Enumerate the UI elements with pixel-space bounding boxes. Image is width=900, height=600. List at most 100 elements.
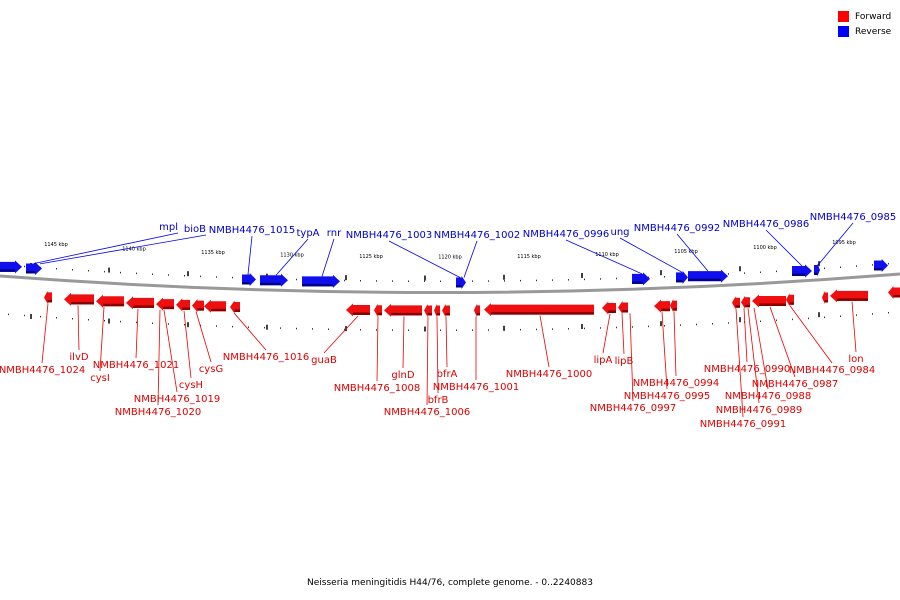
gene-label-forward[interactable]: NMBH4476_0991: [700, 419, 786, 430]
scale-minor-tick: [504, 280, 505, 282]
gene-label-forward[interactable]: NMBH4476_0989: [716, 405, 802, 416]
legend-forward-label: Forward: [855, 11, 892, 22]
gene-label-forward[interactable]: NMBH4476_0984: [789, 365, 875, 376]
gene-label-reverse[interactable]: typA: [296, 228, 319, 239]
gene-label-forward[interactable]: glnD: [391, 370, 414, 381]
gene-arrow[interactable]: [456, 275, 466, 289]
scale-minor-tick: [728, 273, 729, 275]
scale-minor-tick: [824, 267, 825, 270]
gene-arrow[interactable]: [346, 303, 370, 317]
gene-label-forward[interactable]: lipA: [594, 355, 613, 366]
gene-arrow[interactable]: [670, 299, 677, 313]
gene-arrow[interactable]: [688, 269, 728, 283]
gene-label-forward[interactable]: NMBH4476_1016: [223, 352, 309, 363]
gene-label-forward[interactable]: NMBH4476_1019: [134, 394, 220, 405]
gene-arrow[interactable]: [792, 264, 812, 278]
scale-minor-tick: [552, 279, 553, 281]
gene-arrow[interactable]: [732, 296, 740, 310]
gene-arrow[interactable]: [192, 299, 204, 313]
gene-arrow[interactable]: [442, 304, 450, 318]
gene-arrow[interactable]: [474, 303, 480, 317]
gene-leader-line: [388, 240, 461, 278]
gene-arrow[interactable]: [874, 258, 888, 272]
gene-leader-line: [247, 235, 253, 275]
gene-arrow[interactable]: [888, 285, 900, 299]
gene-arrow[interactable]: [632, 272, 650, 286]
gene-arrow[interactable]: [786, 293, 794, 307]
gene-label-forward[interactable]: guaB: [311, 355, 337, 366]
gene-label-reverse[interactable]: NMBH4476_1003: [346, 230, 432, 241]
scale-minor-tick: [168, 323, 169, 325]
gene-label-forward[interactable]: NMBH4476_0987: [752, 379, 838, 390]
gene-label-reverse[interactable]: NMBH4476_0986: [723, 219, 809, 230]
scale-minor-tick: [216, 325, 217, 327]
gene-label-forward[interactable]: NMBH4476_1021: [93, 360, 179, 371]
gene-arrow[interactable]: [814, 263, 820, 277]
gene-label-forward[interactable]: cysG: [199, 364, 223, 375]
gene-arrow[interactable]: [602, 301, 616, 315]
gene-label-forward[interactable]: lon: [848, 354, 863, 365]
gene-label-forward[interactable]: NMBH4476_0995: [624, 391, 710, 402]
gene-arrow[interactable]: [0, 260, 22, 274]
gene-arrow[interactable]: [96, 294, 124, 308]
gene-arrow[interactable]: [374, 303, 382, 317]
gene-label-forward[interactable]: NMBH4476_0997: [590, 403, 676, 414]
gene-label-forward[interactable]: NMBH4476_0988: [725, 391, 811, 402]
gene-label-forward[interactable]: NMBH4476_1001: [433, 382, 519, 393]
gene-arrow[interactable]: [44, 290, 52, 304]
gene-label-reverse[interactable]: rnr: [327, 228, 342, 239]
gene-arrow[interactable]: [204, 299, 226, 313]
gene-label-forward[interactable]: NMBH4476_1024: [0, 365, 85, 376]
gene-label-reverse[interactable]: NMBH4476_0996: [523, 229, 609, 240]
gene-arrow[interactable]: [822, 291, 828, 305]
gene-label-forward[interactable]: bfrA: [437, 369, 458, 380]
gene-leader-line: [629, 313, 634, 402]
gene-arrow[interactable]: [260, 273, 288, 287]
gene-arrow[interactable]: [384, 303, 422, 317]
gene-arrow[interactable]: [126, 296, 154, 310]
gene-arrow[interactable]: [434, 304, 440, 318]
gene-arrow[interactable]: [156, 297, 174, 311]
gene-arrow[interactable]: [830, 289, 868, 303]
gene-arrow[interactable]: [424, 304, 432, 318]
gene-arrow[interactable]: [302, 274, 340, 288]
gene-label-forward[interactable]: NMBH4476_0994: [633, 378, 719, 389]
gene-arrow[interactable]: [26, 261, 42, 275]
scale-minor-tick: [136, 272, 137, 275]
scale-minor-tick: [104, 319, 105, 322]
gene-arrow[interactable]: [752, 294, 786, 308]
gene-label-forward[interactable]: NMBH4476_1006: [384, 407, 470, 418]
scale-minor-tick: [24, 314, 25, 317]
gene-label-forward[interactable]: NMBH4476_0990: [704, 364, 790, 375]
scale-minor-tick: [728, 322, 729, 324]
gene-label-forward[interactable]: bfrB: [428, 395, 449, 406]
gene-label-forward[interactable]: NMBH4476_1020: [115, 407, 201, 418]
gene-arrow[interactable]: [242, 272, 256, 286]
gene-leader-line: [77, 305, 80, 351]
gene-arrow[interactable]: [741, 295, 750, 309]
gene-arrow[interactable]: [654, 299, 670, 313]
gene-label-reverse[interactable]: NMBH4476_1002: [434, 230, 520, 241]
gene-arrow[interactable]: [676, 270, 688, 284]
scale-minor-tick: [248, 326, 249, 328]
gene-label-forward[interactable]: ilvD: [69, 352, 88, 363]
gene-label-forward[interactable]: NMBH4476_1008: [334, 383, 420, 394]
gene-label-forward[interactable]: NMBH4476_1000: [506, 369, 592, 380]
gene-arrow[interactable]: [484, 303, 594, 317]
gene-label-forward[interactable]: cysH: [179, 380, 203, 391]
gene-label-reverse[interactable]: NMBH4476_1015: [209, 225, 295, 236]
gene-label-forward[interactable]: lipB: [615, 356, 634, 367]
gene-arrow[interactable]: [176, 298, 190, 312]
gene-label-forward[interactable]: cysI: [90, 373, 110, 384]
gene-label-reverse[interactable]: ung: [610, 227, 629, 238]
gene-label-reverse[interactable]: mpl: [159, 222, 178, 233]
gene-label-reverse[interactable]: NMBH4476_0985: [810, 212, 896, 223]
gene-label-reverse[interactable]: bioB: [184, 224, 206, 235]
gene-label-reverse[interactable]: NMBH4476_0992: [634, 223, 720, 234]
gene-arrow[interactable]: [618, 301, 628, 315]
gene-leader-line: [621, 313, 625, 355]
reverse-swatch: [838, 26, 849, 37]
gene-arrow[interactable]: [230, 300, 240, 314]
gene-arrow[interactable]: [64, 292, 94, 306]
